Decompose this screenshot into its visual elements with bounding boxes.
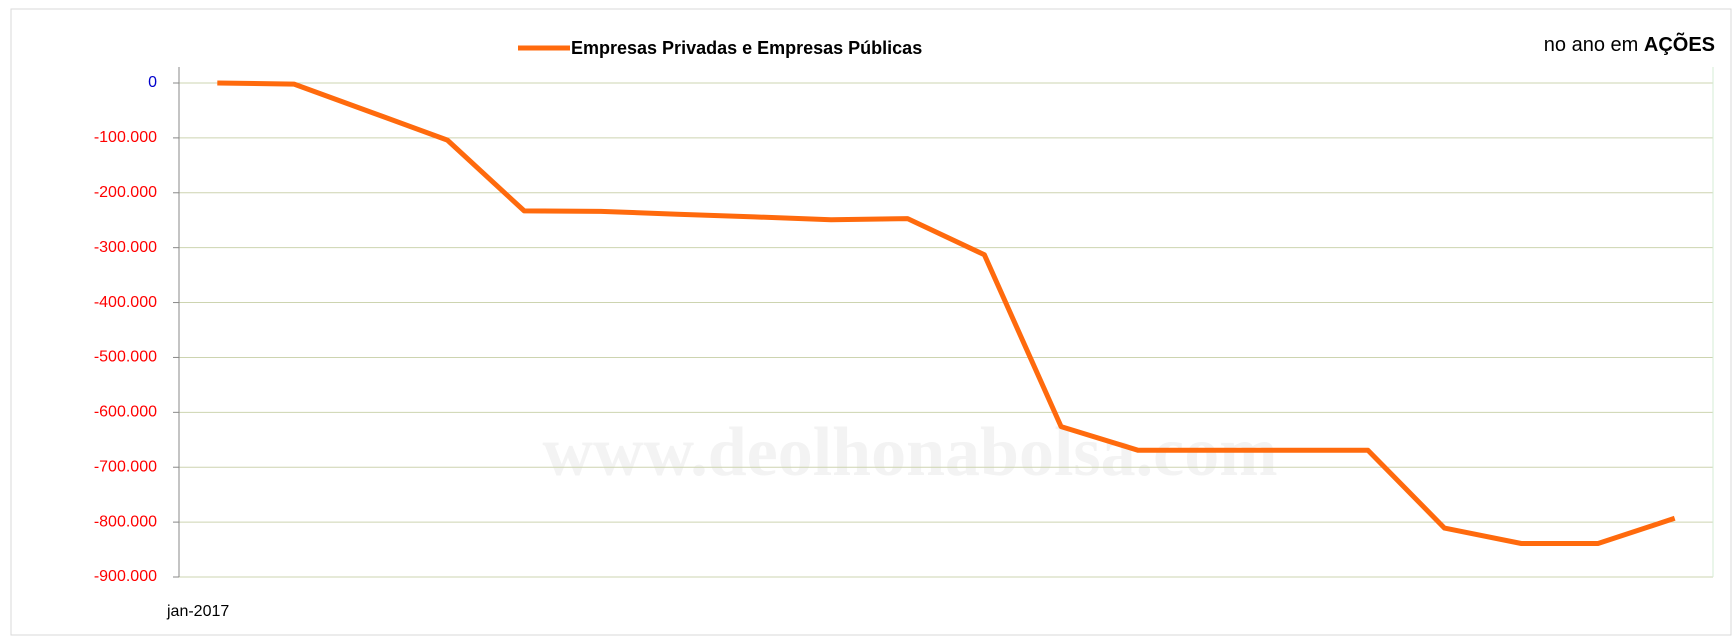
y-tick-label: -100.000 — [94, 129, 157, 146]
note-text: no ano em — [1544, 34, 1639, 56]
y-tick-label: -600.000 — [94, 404, 157, 421]
y-tick-label: -900.000 — [94, 568, 157, 585]
chart-border — [10, 8, 1732, 636]
note: no ano em AÇÕES — [1544, 32, 1715, 56]
y-tick-label: -400.000 — [94, 294, 157, 311]
y-tick-label: -300.000 — [94, 239, 157, 256]
legend-title: Empresas Privadas e Empresas Públicas — [571, 38, 922, 58]
data-line — [217, 80, 1676, 546]
y-tick-label: 0 — [148, 74, 157, 91]
y-tick-label: -500.000 — [94, 349, 157, 366]
note-bold: AÇÕES — [1644, 32, 1715, 56]
x-tick-label: jan-2017 — [166, 603, 229, 620]
y-tick-label: -200.000 — [94, 184, 157, 201]
y-tick-label: -700.000 — [94, 458, 157, 475]
y-tick-label: -800.000 — [94, 513, 157, 530]
